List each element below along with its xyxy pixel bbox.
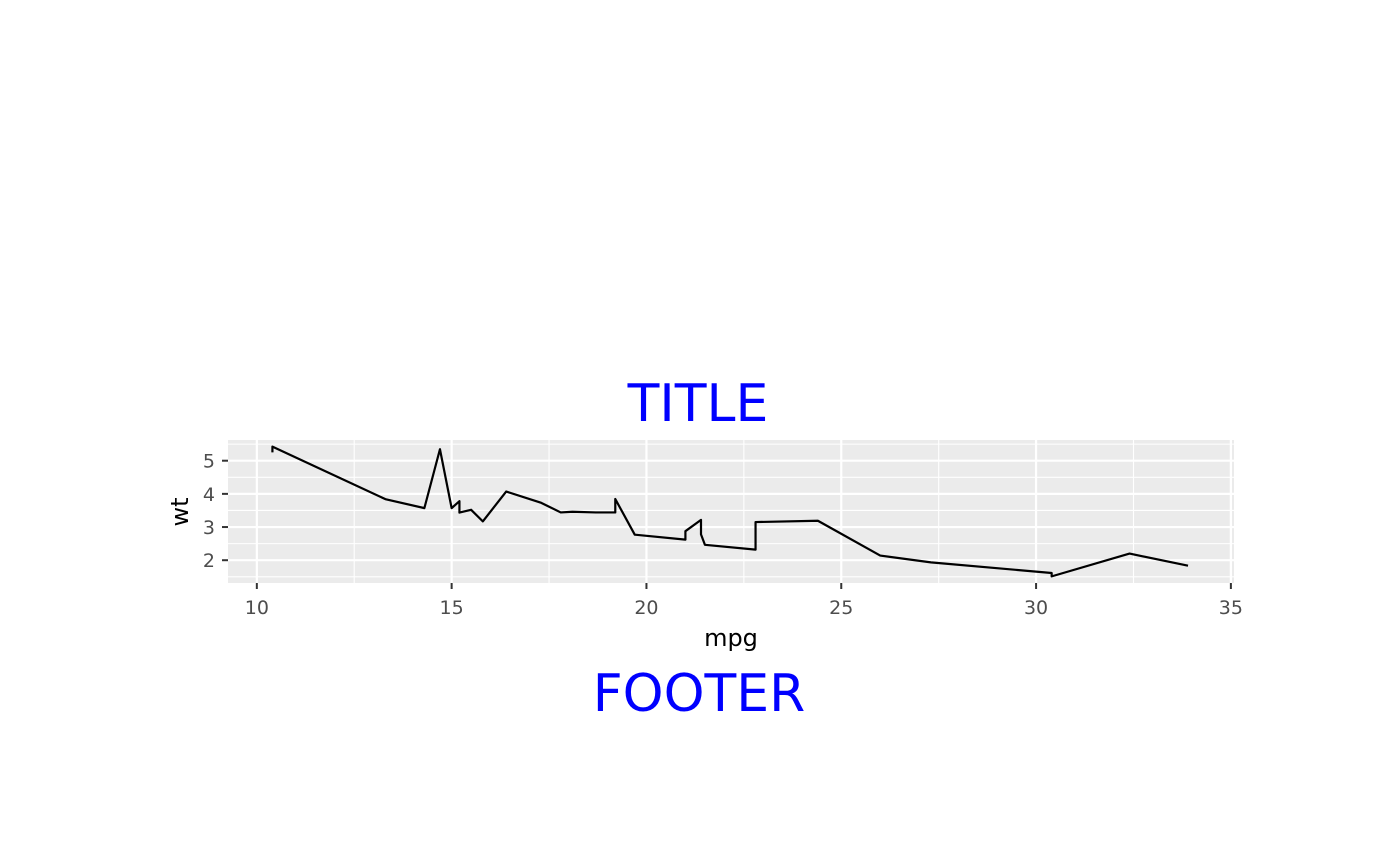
- x-axis-label: mpg: [704, 624, 758, 652]
- x-tick-label: 25: [829, 597, 853, 619]
- x-tick-label: 15: [440, 597, 464, 619]
- y-tick-label: 2: [203, 550, 215, 572]
- grid-minor: [228, 440, 1234, 583]
- y-tick-label: 5: [203, 451, 215, 473]
- grid-major: [228, 440, 1234, 583]
- chart-footer: FOOTER: [593, 664, 806, 724]
- x-tick-label: 35: [1219, 597, 1243, 619]
- chart-title: TITLE: [627, 374, 769, 434]
- y-tick-label: 4: [203, 484, 215, 506]
- y-tick-label: 3: [203, 517, 215, 539]
- x-tick-label: 10: [245, 597, 269, 619]
- data-line: [271, 445, 1189, 578]
- y-axis: 2 3 4 5: [203, 451, 228, 572]
- x-axis: 10 15 20 25 30 35: [245, 583, 1243, 619]
- y-axis-label: wt: [166, 497, 194, 526]
- x-tick-label: 30: [1024, 597, 1048, 619]
- x-tick-label: 20: [634, 597, 658, 619]
